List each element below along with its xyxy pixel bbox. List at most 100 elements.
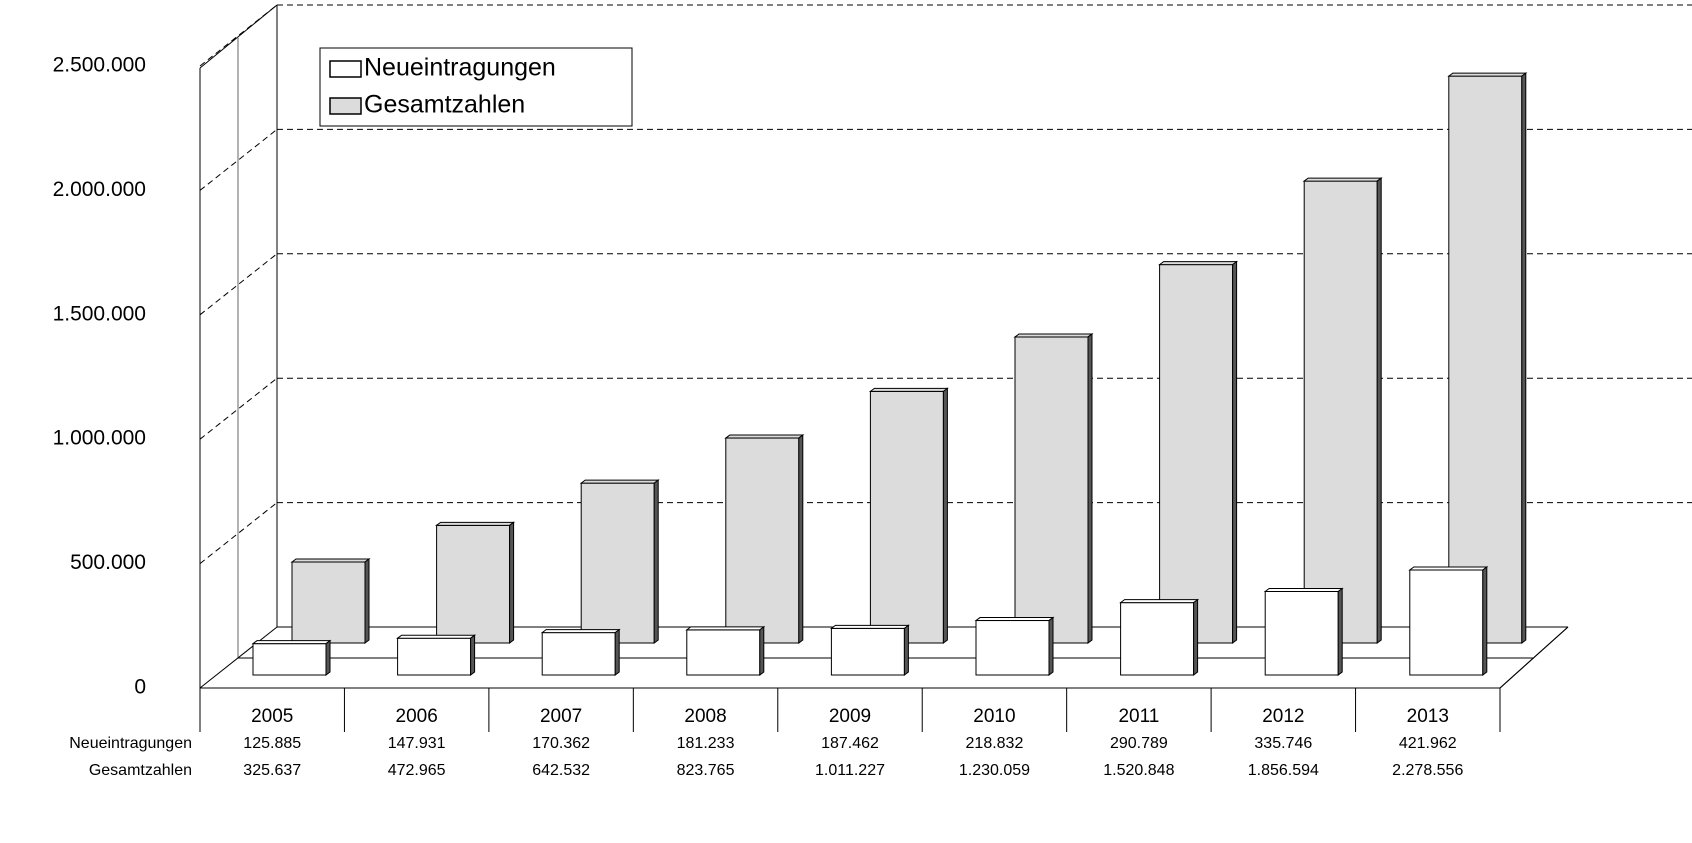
legend-box [319,47,633,127]
table-cell: 335.746 [1254,735,1312,752]
bar-side [1087,332,1093,644]
bar-side [614,628,620,676]
bar-front [1409,569,1484,676]
legend: Neueintragungen Gesamtzahlen [319,47,633,127]
bar-side [798,434,804,644]
bar [251,639,332,676]
bar [1302,177,1383,644]
bar-top [1013,333,1094,338]
y-tick-label: 1.000.000 [53,427,146,450]
bar-top [1119,599,1200,604]
bar [1013,332,1094,644]
legend-label: Neueintragungen [364,54,556,82]
bar-side [470,634,476,676]
bar-top [1158,261,1239,266]
table-cell: 472.965 [388,762,446,779]
table-cell: 125.885 [243,735,301,752]
bar [1158,260,1239,644]
grid-line-side [199,129,278,191]
x-tick-label: 2011 [1118,706,1159,727]
y-tick-label: 1.500.000 [53,302,146,325]
bar [1263,587,1344,676]
bar-front [1448,75,1523,644]
bar-front [1303,180,1378,644]
bar-top [1408,566,1489,571]
x-tick-label: 2007 [540,706,582,727]
table-row-label: Gesamtzahlen [89,762,192,779]
bar-top [1447,72,1528,77]
x-tick-label: 2010 [973,706,1015,727]
bar-top [540,629,621,634]
bar-front [1014,336,1089,644]
grid-line-side [199,4,278,67]
y-tick-label: 500.000 [70,551,146,574]
x-tick-label: 2009 [829,706,871,727]
bar [829,624,910,676]
x-tick-label: 2008 [684,706,726,727]
bar-side [364,557,370,644]
x-tick-label: 2005 [251,706,293,727]
bar-front [541,632,616,676]
bar-front [975,620,1050,676]
bar [290,557,371,644]
x-tick-label: 2006 [396,706,438,727]
legend-swatch [329,60,362,78]
table-cell: 187.462 [821,735,879,752]
table-cell: 1.230.059 [959,762,1030,779]
table-cell: 2.278.556 [1392,762,1463,779]
table-cell: 1.520.848 [1103,762,1174,779]
bar-front [1264,590,1339,676]
bar [1447,72,1528,644]
bar-side [1376,177,1382,644]
bar-top [435,521,516,526]
bar-top [579,479,660,484]
bar-side [1232,260,1238,644]
table-cell: 1.011.227 [815,762,885,779]
bar-side [653,479,659,644]
bar [435,521,516,645]
table-row-label: Neueintragungen [69,735,192,752]
bar [868,387,949,644]
bar-side [1521,72,1527,644]
x-tick-label: 2012 [1262,706,1304,727]
bar-top [1302,177,1383,182]
table-cell: 1.856.594 [1248,762,1319,779]
bar-front [1120,602,1195,676]
y-tick-label: 2.500.000 [53,54,146,77]
grid-line-side [199,377,278,440]
bar-top [290,558,371,563]
bar [540,628,621,676]
legend-swatch [329,97,362,115]
bar [396,634,477,676]
bar-side [1482,566,1488,676]
x-tick-label: 2013 [1407,706,1449,727]
bar-top [685,626,766,631]
bar [1119,598,1200,676]
table-cell: 421.962 [1399,735,1457,752]
bar-side [903,624,909,676]
bar [1408,566,1489,676]
bar-side [1048,616,1054,676]
bar-front [869,390,944,644]
bar-front [1159,264,1234,644]
bar-front [830,627,905,676]
bar-side [759,625,765,676]
bar-top [396,634,477,639]
grid-line-side [199,253,278,316]
bar [579,479,660,644]
table-cell: 170.362 [532,735,590,752]
bar [974,616,1055,676]
bar-top [829,624,910,629]
bar [724,434,805,644]
y-tick-label: 2.000.000 [53,178,146,201]
bar [685,625,766,676]
bar-side [325,639,331,676]
table-cell: 823.765 [677,762,735,779]
table-cell: 325.637 [243,762,301,779]
bar-side [1193,598,1199,676]
table-cell: 290.789 [1110,735,1168,752]
bar-top [1263,587,1344,592]
bar-front [397,637,472,676]
